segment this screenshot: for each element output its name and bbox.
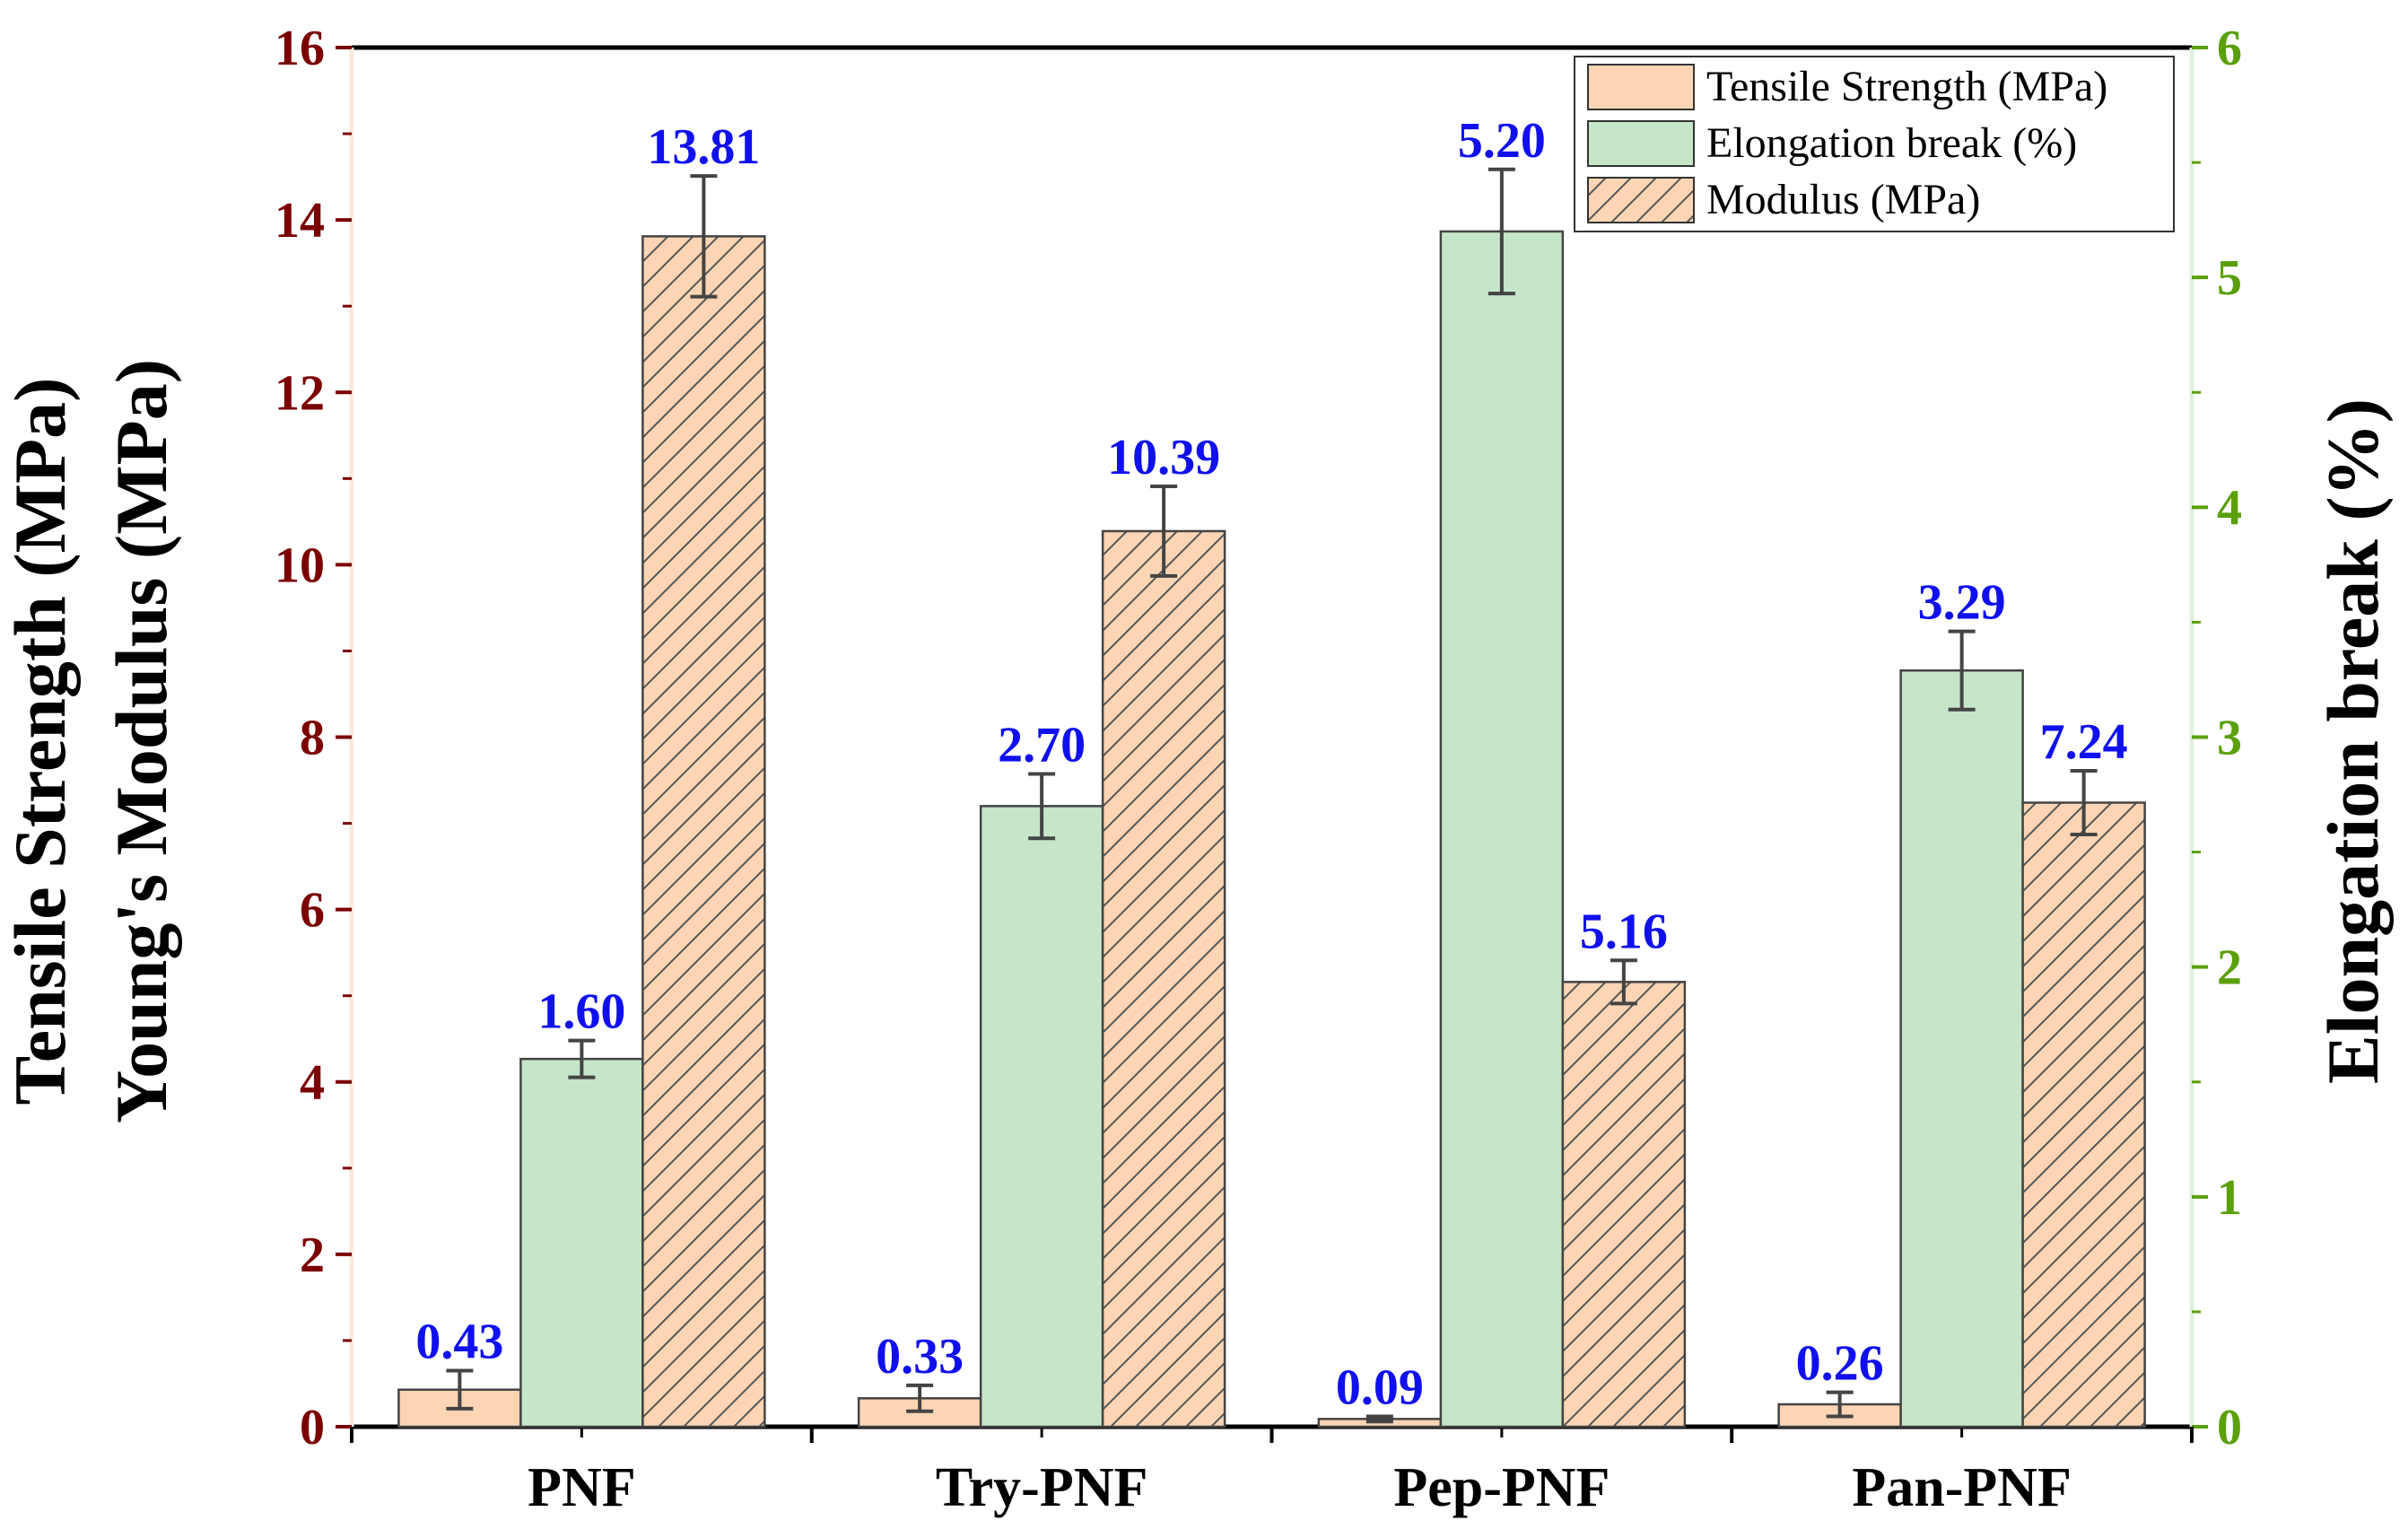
data-label-tensile: 0.33 — [876, 1329, 964, 1385]
legend-label-modulus: Modulus (MPa) — [1706, 176, 1980, 223]
data-label-modulus: 13.81 — [647, 119, 760, 175]
bar-elongation — [1439, 230, 1565, 1429]
legend-swatch-modulus — [1587, 177, 1695, 223]
y-right-tick-label: 5 — [2217, 250, 2242, 306]
y-left-tick-label: 0 — [300, 1400, 325, 1455]
legend: Tensile Strength (MPa) Elongation break … — [1574, 56, 2175, 232]
legend-swatch-tensile — [1587, 64, 1695, 110]
legend-swatch-elongation — [1587, 120, 1695, 167]
bars — [397, 167, 2146, 1429]
data-label-modulus: 10.39 — [1107, 430, 1220, 485]
bar-modulus — [641, 235, 766, 1429]
legend-label-elongation: Elongation break (%) — [1706, 119, 2077, 167]
bar-modulus — [1561, 981, 1687, 1429]
y-left-tick-label: 10 — [275, 537, 325, 593]
y-right-axis-title: Elongation break (%) — [2312, 398, 2394, 1084]
y-left-tick-label: 14 — [275, 193, 325, 249]
data-label-modulus: 7.24 — [2040, 714, 2128, 770]
y-right-tick-label: 1 — [2217, 1170, 2242, 1226]
y-right-tick-label: 0 — [2217, 1400, 2242, 1455]
data-label-tensile: 0.43 — [415, 1315, 503, 1370]
bar-modulus — [2021, 801, 2146, 1429]
bar-modulus — [1101, 529, 1226, 1429]
bar-elongation — [519, 1057, 644, 1429]
data-label-elongation: 2.70 — [998, 717, 1086, 773]
y-left-axis-title-line1: Tensile Strength (MPa) — [0, 378, 81, 1105]
x-tick-label: Try-PNF — [936, 1457, 1147, 1518]
y-right-tick-label: 2 — [2217, 940, 2242, 996]
legend-label-tensile: Tensile Strength (MPa) — [1706, 63, 2107, 110]
y-left-tick-label: 8 — [300, 711, 325, 766]
y-right-tick-label: 6 — [2217, 21, 2242, 76]
y-right-tick-label: 4 — [2217, 480, 2242, 536]
data-label-tensile: 0.26 — [1796, 1336, 1884, 1392]
data-label-elongation: 1.60 — [537, 984, 625, 1040]
data-label-elongation: 3.29 — [1918, 575, 2006, 631]
y-left-tick-label: 2 — [300, 1228, 325, 1283]
data-label-modulus: 5.16 — [1580, 904, 1668, 959]
y-left-tick-label: 6 — [300, 883, 325, 939]
data-label-elongation: 5.20 — [1458, 113, 1546, 169]
y-left-tick-label: 12 — [275, 365, 325, 421]
y-left-axis-title-line2: Young's Modulus (MPa) — [100, 359, 182, 1123]
data-label-tensile: 0.09 — [1336, 1359, 1424, 1415]
x-tick-label: Pan-PNF — [1852, 1457, 2072, 1518]
data-labels: 0.43 0.33 0.09 0.26 1.60 2.70 5.20 3.29 13.81 10.… — [415, 113, 2127, 1416]
bar-elongation — [979, 805, 1104, 1429]
bar-elongation — [1899, 669, 2024, 1429]
y-left-tick-label: 16 — [275, 21, 325, 76]
y-right-tick-label: 3 — [2217, 711, 2242, 766]
x-tick-label: Pep-PNF — [1393, 1457, 1610, 1518]
y-left-tick-label: 4 — [300, 1055, 325, 1111]
x-tick-label: PNF — [528, 1457, 636, 1518]
